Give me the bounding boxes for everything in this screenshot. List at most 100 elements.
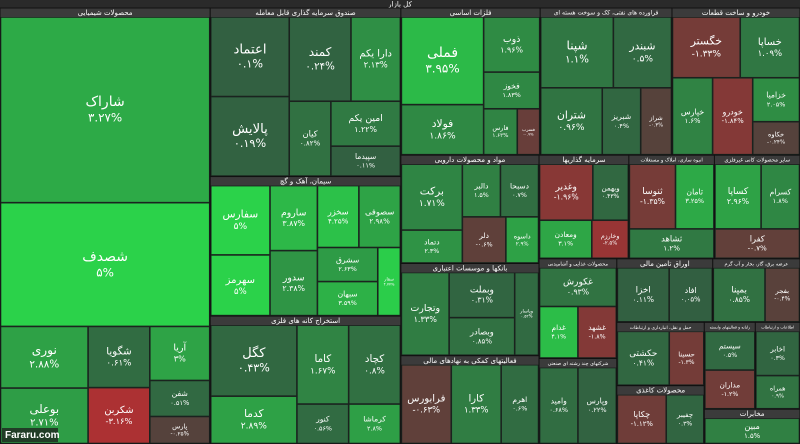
- tile-change: ۳.۸۷%: [282, 219, 305, 228]
- tile: [500, 164, 539, 217]
- sector: صندوق سرمایه گذاری قابل معامله اعتماد۰.۱%…: [209, 7, 402, 178]
- tile-name: وامید: [551, 396, 568, 405]
- tile-change: ۳.۹۵%: [425, 62, 459, 76]
- tile-name: کفرا: [750, 234, 765, 244]
- tile-name: ثامان: [686, 187, 703, 196]
- tile-change: ۱.۹۶%: [500, 46, 523, 55]
- tile-change: -۱.۱۲%: [631, 420, 654, 428]
- tile: [740, 17, 800, 78]
- tile: [713, 268, 765, 322]
- sector-label: انبوه سازی، املاک و مستغلات: [641, 157, 703, 164]
- tile-name: کارا: [468, 394, 484, 405]
- tile: [331, 101, 401, 146]
- tile: [765, 268, 800, 322]
- tile-name: سشرق: [336, 255, 359, 264]
- tile: [617, 268, 669, 322]
- tile-change: ۵%: [96, 265, 114, 279]
- tile-name: کسرام: [769, 187, 791, 196]
- tile: [666, 394, 704, 444]
- watermark-bg: [2, 428, 58, 442]
- tile: [506, 217, 539, 263]
- tile: [351, 17, 401, 102]
- tile-change: ۲.۹%: [516, 241, 529, 247]
- tile: [0, 17, 210, 203]
- sector-header: [401, 356, 539, 365]
- overlay: Fararu.com: [2, 428, 60, 442]
- tile-name: بفجر: [774, 287, 789, 295]
- tile-change: ۲.۹۶%: [727, 197, 749, 206]
- tile: [451, 364, 501, 444]
- tile-name: وپارس: [587, 396, 609, 405]
- tile-name: پارس: [172, 422, 187, 430]
- tile-change: ۱.۶%: [685, 117, 701, 125]
- tile: [675, 164, 714, 229]
- tile-change: ۳%: [174, 354, 186, 364]
- tile-change: ۱.۸%: [773, 197, 788, 205]
- tile-change: ۰.۱۹%: [234, 137, 267, 150]
- tiles: محصولات شیمیاییشاراک۳.۲۷%شصدف۵%نوری۲.۸۸%…: [0, 7, 800, 444]
- sector-label: مخابرات: [740, 410, 765, 418]
- sector-label: فلزات اساسی: [450, 9, 492, 17]
- tile: [578, 367, 617, 444]
- tile-name: شپنا: [567, 38, 588, 52]
- tile: [752, 121, 800, 155]
- tile: [539, 367, 578, 444]
- tile-change: ۰.۳%: [770, 355, 785, 362]
- tile-change: ۰.۳%: [678, 420, 692, 427]
- sector-header: [401, 155, 539, 165]
- tile: [592, 220, 629, 259]
- tile-change: ۱.۵%: [744, 432, 761, 440]
- tile-name: حکشتی: [629, 349, 657, 359]
- tile-change: -۰.۴%: [774, 296, 790, 302]
- sector-label: محصولات شیمیایی: [78, 9, 133, 17]
- tile: [348, 325, 401, 404]
- sector-header: [401, 8, 540, 17]
- tile: [602, 88, 641, 155]
- sector-label: فراورده های نفتی، کک و سوخت هسته ای: [554, 10, 659, 17]
- watermark: Fararu.com: [5, 430, 60, 441]
- tile: [712, 77, 753, 155]
- tile-change: -۱.۸%: [589, 334, 606, 341]
- tile-name: کگل: [242, 345, 266, 361]
- tile-change: -۱.۳%: [679, 360, 695, 366]
- sector-label: فعالیتهای کمکی به نهادهای مالی: [423, 357, 516, 365]
- tile-name: اخزا: [636, 285, 651, 295]
- tile: [705, 418, 800, 444]
- tile: [401, 104, 484, 155]
- sector-header: [672, 8, 800, 17]
- tile-change: -۰.۲۵%: [171, 432, 190, 438]
- tile-name: شکربن: [104, 405, 133, 416]
- tile: [514, 272, 539, 356]
- tile-change: ۳.۲۷%: [88, 111, 122, 125]
- tile: [88, 326, 150, 388]
- tile-change: ۱.۳۳%: [464, 406, 488, 416]
- tile-change: ۰.۱%: [237, 58, 264, 71]
- tile: [462, 164, 501, 217]
- tile: [517, 108, 540, 155]
- tile-change: ۲.۱۳%: [364, 60, 388, 70]
- tile-name: افاد: [685, 286, 697, 295]
- tile-change: -۰.۲۴%: [767, 140, 785, 146]
- tile: [613, 17, 672, 88]
- tile: [289, 17, 351, 102]
- tile-change: -۱.۳۵%: [640, 197, 665, 206]
- tile-name: وپاسار: [519, 309, 533, 315]
- tile: [462, 217, 506, 263]
- tile-name: وبملت: [470, 286, 494, 296]
- tile-change: ۰.۸%: [364, 366, 385, 376]
- tile-name: وبصادر: [469, 326, 494, 336]
- tile-name: مداران: [719, 380, 740, 389]
- sector: سیمان، آهک و گچسفارس۵%سهرمز۵%ساروم۳.۸۷%س…: [209, 176, 402, 317]
- tile-change: ۲.۸%: [367, 424, 382, 432]
- tile: [210, 96, 290, 176]
- tile-name: شگویا: [106, 344, 131, 357]
- tile-change: ۲.۰۵%: [767, 100, 785, 108]
- tile: [317, 247, 378, 282]
- tile-change: ۰.۹۳%: [567, 288, 589, 297]
- tile-change: ۰.۱۱%: [356, 162, 375, 170]
- sector-label: مواد و محصولات دارویی: [435, 156, 506, 164]
- sector: حمل و نقل، انبارداری و ارتباطات حکشتی۰.۴۱…: [616, 321, 705, 387]
- tile-name: پالایش: [232, 122, 268, 137]
